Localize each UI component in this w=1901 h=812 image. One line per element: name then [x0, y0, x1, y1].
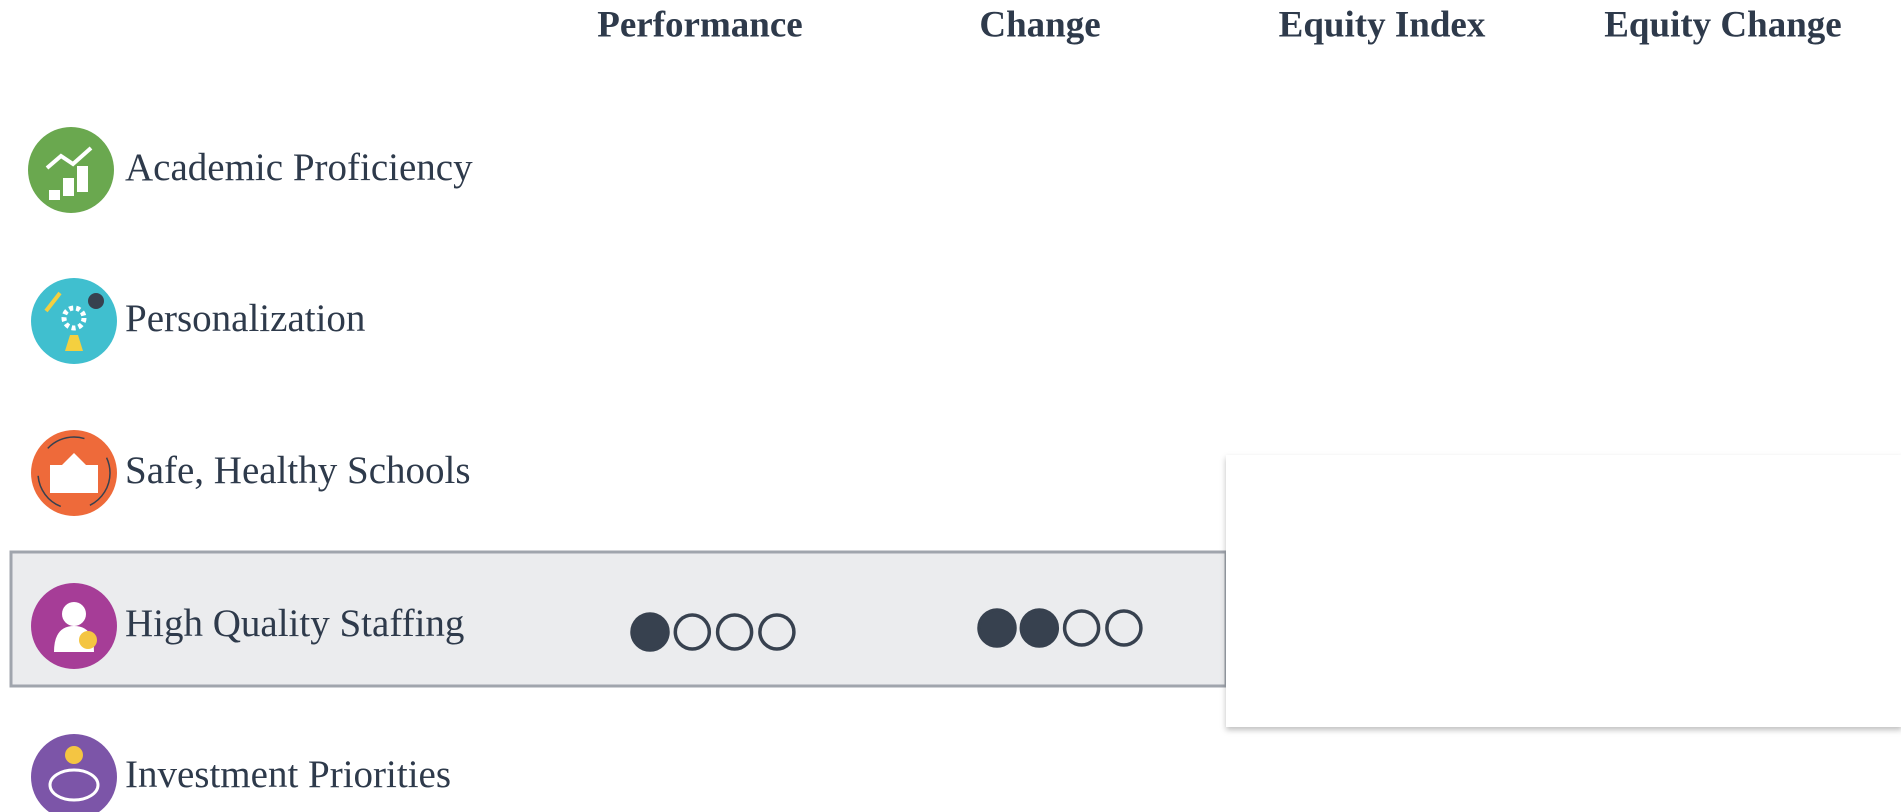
rating-dot: [977, 608, 1017, 648]
row-label: Academic Proficiency: [125, 146, 473, 189]
row[interactable]: Academic Proficiency: [28, 127, 473, 213]
column-header: Performance: [597, 4, 802, 45]
column-header: Change: [979, 4, 1100, 45]
row[interactable]: Safe, Healthy Schools: [31, 430, 471, 516]
rating-dot: [1019, 608, 1060, 648]
icon-part: [45, 146, 93, 170]
icon-part: [44, 291, 62, 313]
row-label: Investment Priorities: [125, 753, 451, 796]
icon-part: [49, 190, 60, 200]
row[interactable]: Investment Priorities: [31, 734, 451, 812]
icon-part: [79, 631, 97, 649]
column-header: Equity Change: [1604, 4, 1841, 45]
icon-part: [48, 768, 100, 802]
rating-dot: [673, 613, 712, 651]
row-label: Personalization: [125, 297, 365, 340]
row[interactable]: Personalization: [31, 278, 365, 364]
icon-part: [65, 746, 83, 764]
row-icon: [28, 127, 114, 213]
row[interactable]: High Quality Staffing: [31, 583, 1143, 669]
icon-part: [65, 335, 83, 351]
icon-part: [50, 465, 98, 493]
rating-dot: [630, 612, 670, 652]
row-icon: [31, 278, 117, 364]
row-label: Safe, Healthy Schools: [125, 449, 471, 492]
row-label: High Quality Staffing: [125, 602, 464, 645]
column-header: Equity Index: [1279, 4, 1486, 45]
icon-part: [62, 453, 86, 465]
icon-part: [62, 602, 86, 626]
icon-part: [88, 293, 104, 309]
popup: [1226, 455, 1901, 727]
icon-part: [77, 166, 88, 192]
rating-dot: [1105, 609, 1143, 647]
icon-part: [61, 305, 87, 331]
icon-part: [37, 436, 111, 510]
rating-dot: [758, 613, 796, 651]
icon-part: [63, 178, 74, 196]
rating-dot: [715, 613, 754, 651]
rating-dot: [1062, 609, 1101, 647]
